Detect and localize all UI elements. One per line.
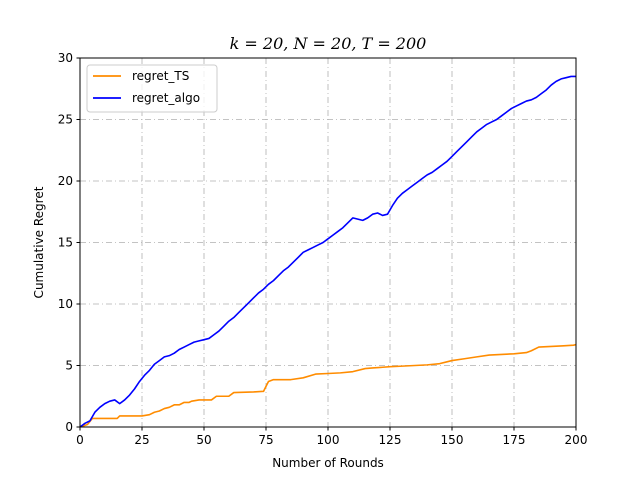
- series-line-regret-ts: [79, 343, 577, 428]
- x-tick-label: 125: [379, 433, 402, 447]
- legend: regret_TS regret_algo: [86, 64, 218, 113]
- series-line-regret-algo: [79, 75, 576, 428]
- x-tick-label: 0: [76, 433, 84, 447]
- x-tick-label: 75: [258, 433, 273, 447]
- legend-label-regret-algo: regret_algo: [132, 91, 200, 105]
- y-tick-label: 10: [58, 297, 73, 311]
- x-tick-label: 150: [441, 433, 464, 447]
- x-tick-label: 100: [317, 433, 340, 447]
- x-tick-label: 175: [503, 433, 526, 447]
- y-axis-label: Cumulative Regret: [32, 186, 46, 298]
- gridlines: [79, 57, 577, 428]
- x-tick-label: 200: [565, 433, 588, 447]
- y-tick-label: 20: [58, 174, 73, 188]
- y-tick-label: 25: [58, 113, 73, 127]
- legend-label-regret-ts: regret_TS: [132, 69, 189, 83]
- y-tick-label: 30: [58, 51, 73, 65]
- series-layer: [79, 75, 577, 428]
- axis-ticks: 0 25 50 75 100 125 150 175 200 0 5 10 15 20 25 30: [58, 51, 588, 447]
- chart-title: k = 20, N = 20, T = 200: [230, 34, 427, 53]
- y-tick-label: 0: [65, 420, 73, 434]
- x-tick-label: 25: [134, 433, 149, 447]
- y-tick-label: 5: [65, 359, 73, 373]
- x-axis-label: Number of Rounds: [272, 456, 384, 470]
- y-tick-label: 15: [58, 236, 73, 250]
- x-tick-label: 50: [196, 433, 211, 447]
